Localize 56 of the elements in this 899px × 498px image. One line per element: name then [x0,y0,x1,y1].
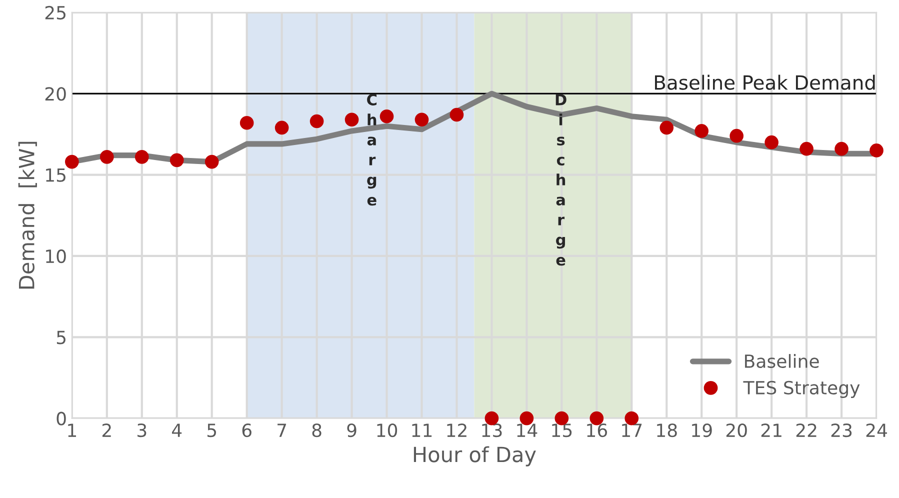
point [800,142,814,156]
y-tick-label: 20 [45,87,66,101]
x-tick-label: 20 [726,424,747,438]
point [660,120,674,135]
x-tick-label: 17 [622,424,642,437]
x-tick-label: 10 [377,424,398,438]
x-tick-label: 13 [482,424,502,438]
x-tick-label: 24 [866,424,887,437]
x-tick-label: 12 [447,424,466,437]
x-tick-label: 11 [412,424,432,437]
x-tick-label: 14 [517,424,538,437]
point [170,153,184,168]
x-tick-label: 16 [587,424,608,438]
x-tick-label: 2 [102,424,111,437]
legend-label: Baseline [745,354,819,368]
x-tick-label: 18 [657,424,677,438]
point [274,120,289,135]
point [764,135,778,150]
point [65,154,79,169]
y-tick-label: 15 [46,168,66,182]
y-tick-label: 0 [56,412,66,426]
x-tick-label: 19 [692,424,712,438]
legend-label: TES Strategy [743,380,860,398]
point [344,112,359,127]
x-tick-label: 23 [831,424,852,438]
x-tick-label: 3 [138,424,146,438]
y-tick-label: 25 [45,6,66,20]
y-tick-label: 5 [56,330,66,344]
x-tick-label: 9 [347,424,356,438]
text: Discharge [556,94,566,266]
point [310,114,324,128]
x-tick-label: 7 [278,424,286,437]
point [204,154,219,169]
x-tick-label: 8 [312,424,322,438]
x-axis-title: Hour of Day [414,446,536,466]
point [834,142,848,156]
point [870,144,884,158]
point [380,109,394,124]
x-tick-label: 6 [242,424,252,438]
x-tick-label: 21 [761,424,782,437]
y-axis-title: Demand [kW] [18,142,37,289]
band-label: Charge [367,94,377,206]
point [450,108,464,122]
point [730,128,744,143]
point [694,124,709,138]
x-tick-label: 5 [208,424,216,438]
ref-line-label: Baseline Peak Demand [655,74,875,90]
point [240,116,254,130]
point [134,150,149,164]
x-tick-label: 4 [172,424,182,437]
x-tick-label: 15 [552,424,572,438]
point [414,112,429,127]
x-tick-label: 1 [68,424,76,437]
y-tick-label: 10 [46,249,66,264]
point [100,150,114,164]
x-tick-label: 22 [796,424,816,437]
